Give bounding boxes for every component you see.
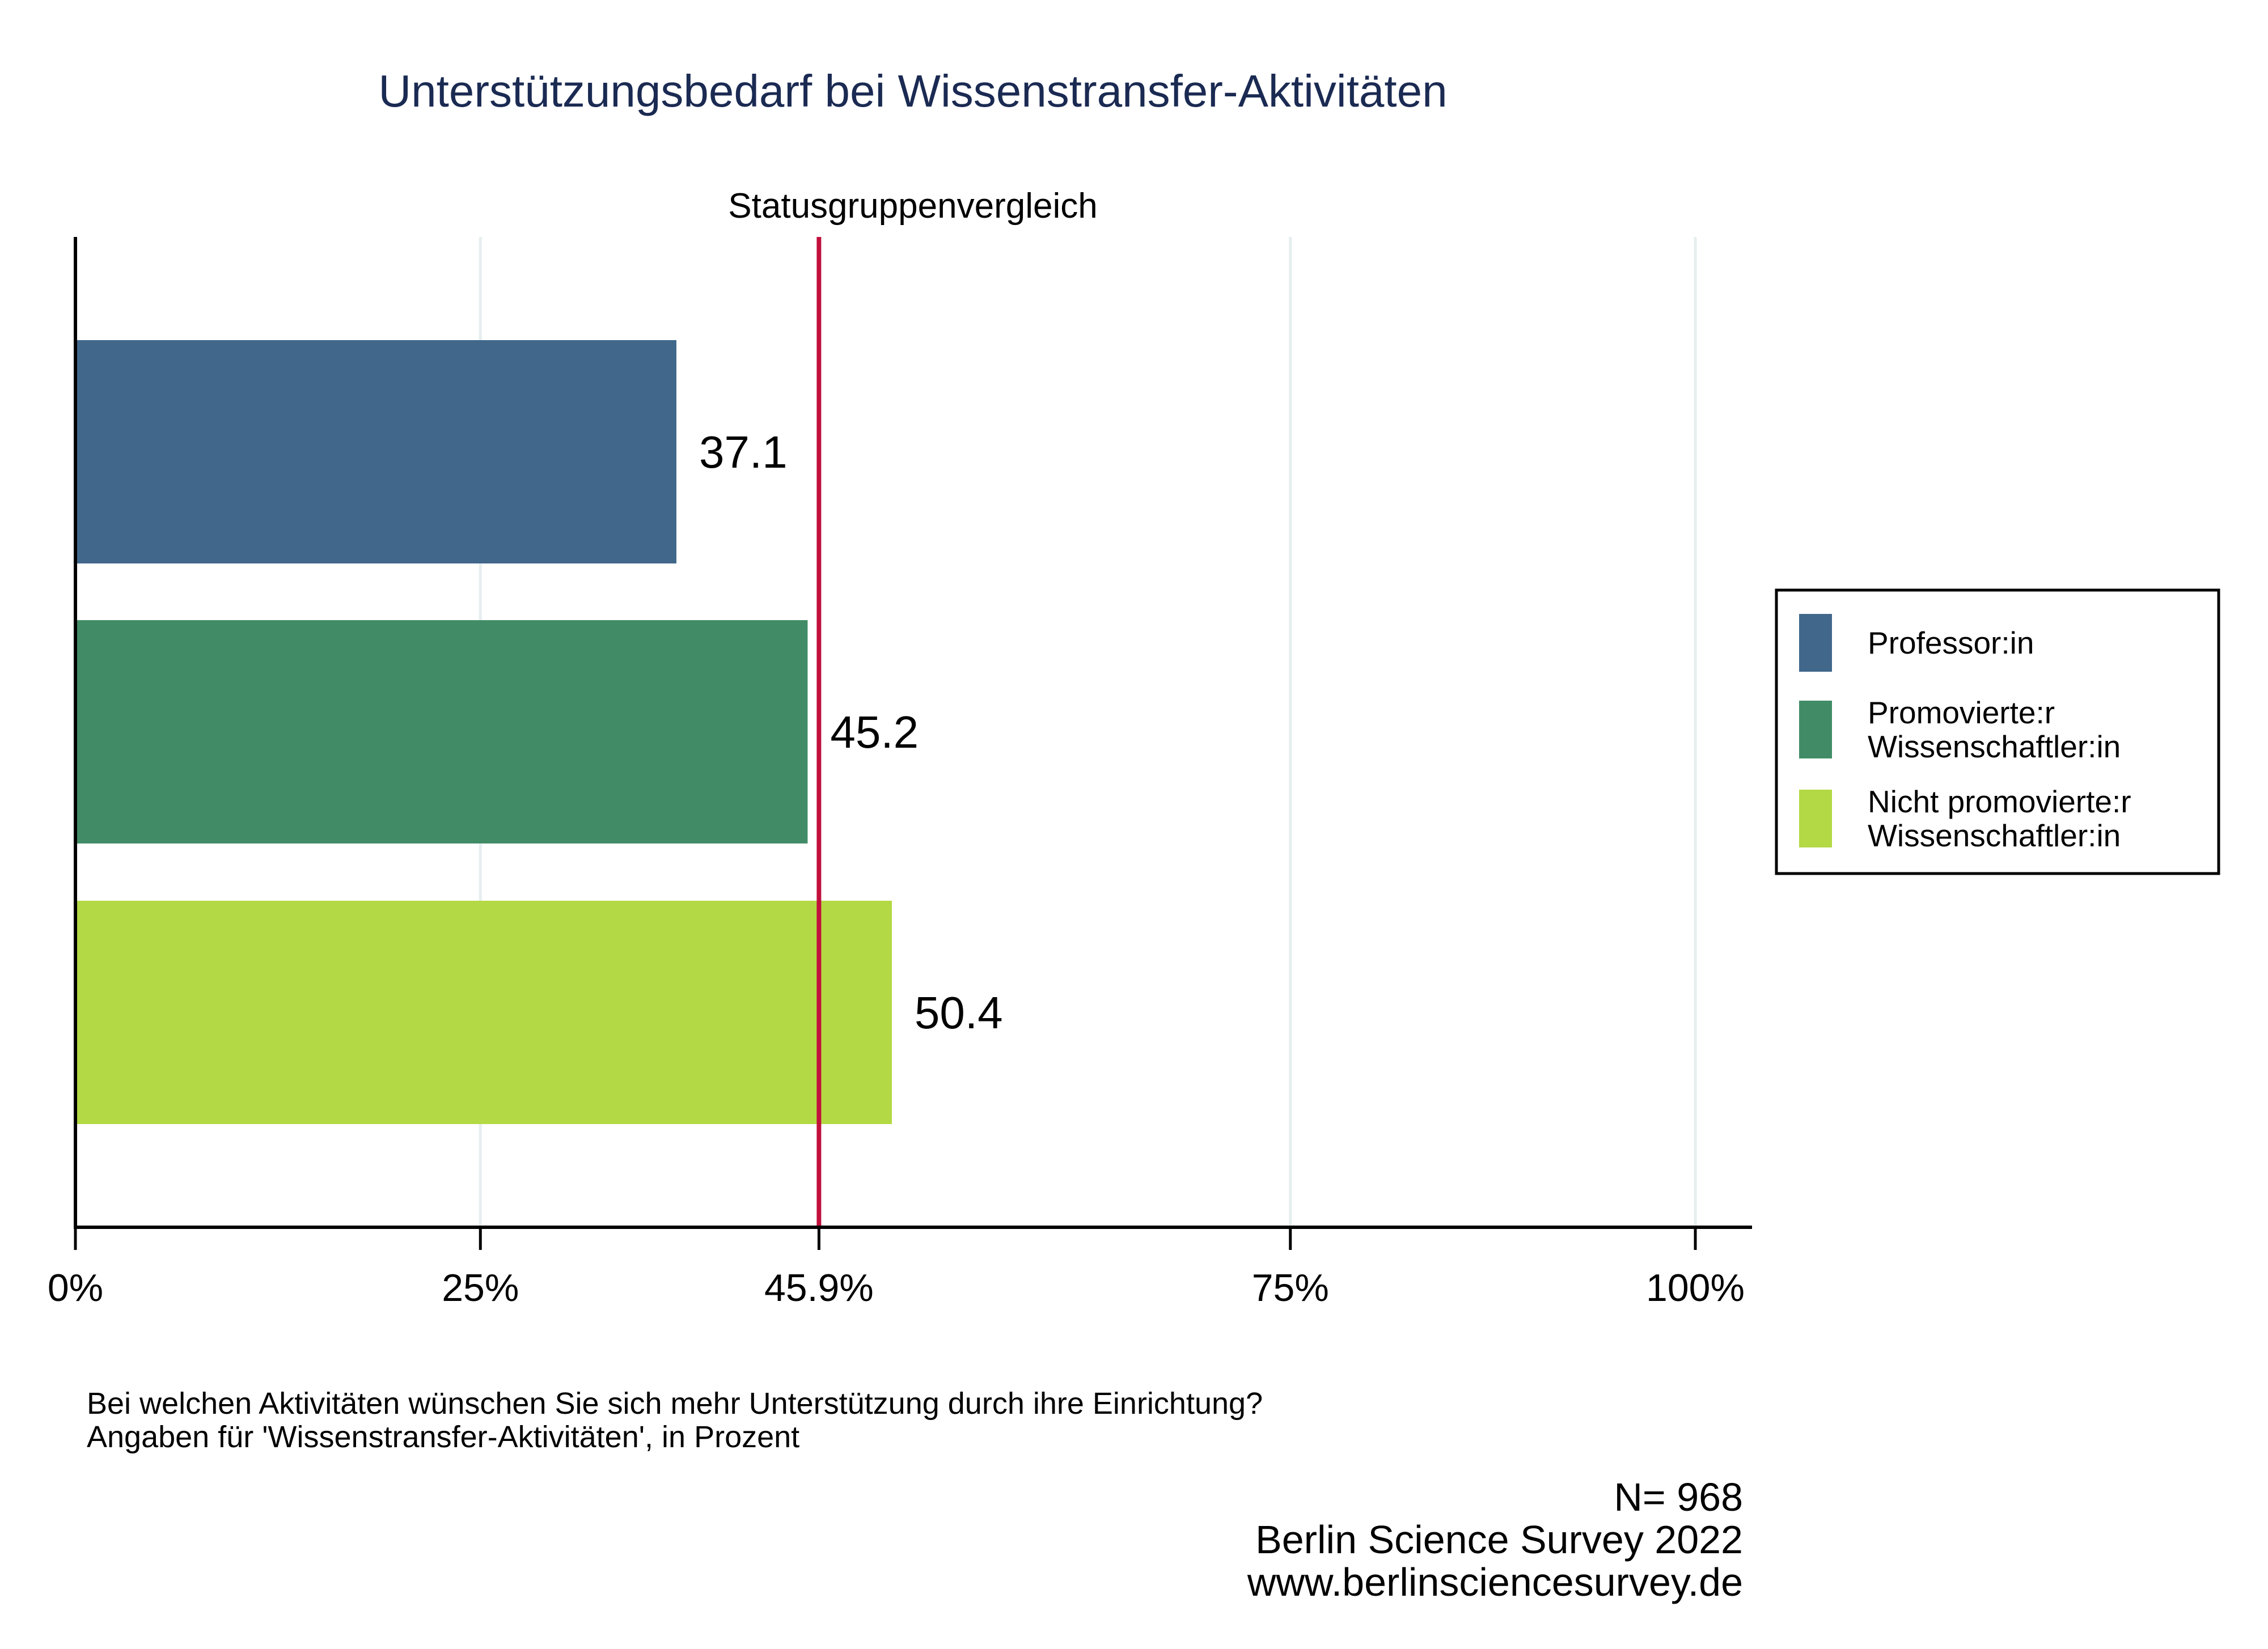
survey-url: www.berlinsciencesurvey.de — [1247, 1560, 1743, 1604]
legend-swatch-2 — [1799, 701, 1832, 758]
x-ticks: 0% 25% 45.9% 75% 100% — [48, 1227, 1745, 1309]
bar-3 — [75, 901, 892, 1124]
legend-box — [1775, 588, 2220, 875]
chart-subtitle: Statusgruppenvergleich — [728, 186, 1097, 226]
sample-size: N= 968 — [1614, 1475, 1743, 1519]
legend: Professor:in Promovierte:r Wissenschaftler… — [1775, 588, 2220, 875]
legend-swatch-3 — [1799, 790, 1832, 847]
x-tick-label-3: 75% — [1252, 1266, 1329, 1309]
chart-title: Unterstützungsbedarf bei Wissenstransfer… — [378, 66, 1447, 116]
legend-label-3: Nicht promovierte:r Wissenschaftler:in — [1868, 784, 2131, 853]
x-tick-label-0: 0% — [48, 1266, 103, 1309]
x-tick-label-4: 100% — [1646, 1266, 1745, 1309]
bars: 37.1 45.2 50.4 — [75, 340, 1003, 1124]
value-label-2: 45.2 — [830, 707, 919, 757]
value-label-1: 37.1 — [699, 427, 788, 477]
legend-label-1: Professor:in — [1868, 625, 2034, 660]
legend-label-2: Promovierte:r Wissenschaftler:in — [1868, 695, 2121, 764]
x-tick-label-2: 45.9% — [764, 1266, 874, 1309]
value-label-3: 50.4 — [915, 987, 1003, 1038]
axes — [74, 237, 1752, 1229]
source-block: N= 968 Berlin Science Survey 2022 www.be… — [1247, 1475, 1743, 1604]
legend-swatch-1 — [1799, 614, 1832, 672]
note-line-1: Bei welchen Aktivitäten wünschen Sie sic… — [87, 1387, 1263, 1421]
bar-1 — [75, 340, 676, 563]
bar-2 — [75, 620, 808, 843]
survey-name: Berlin Science Survey 2022 — [1255, 1517, 1743, 1562]
question-note: Bei welchen Aktivitäten wünschen Sie sic… — [87, 1387, 1263, 1454]
x-tick-label-1: 25% — [442, 1266, 519, 1309]
note-line-2: Angaben für 'Wissenstransfer-Aktivitäten… — [87, 1420, 799, 1454]
